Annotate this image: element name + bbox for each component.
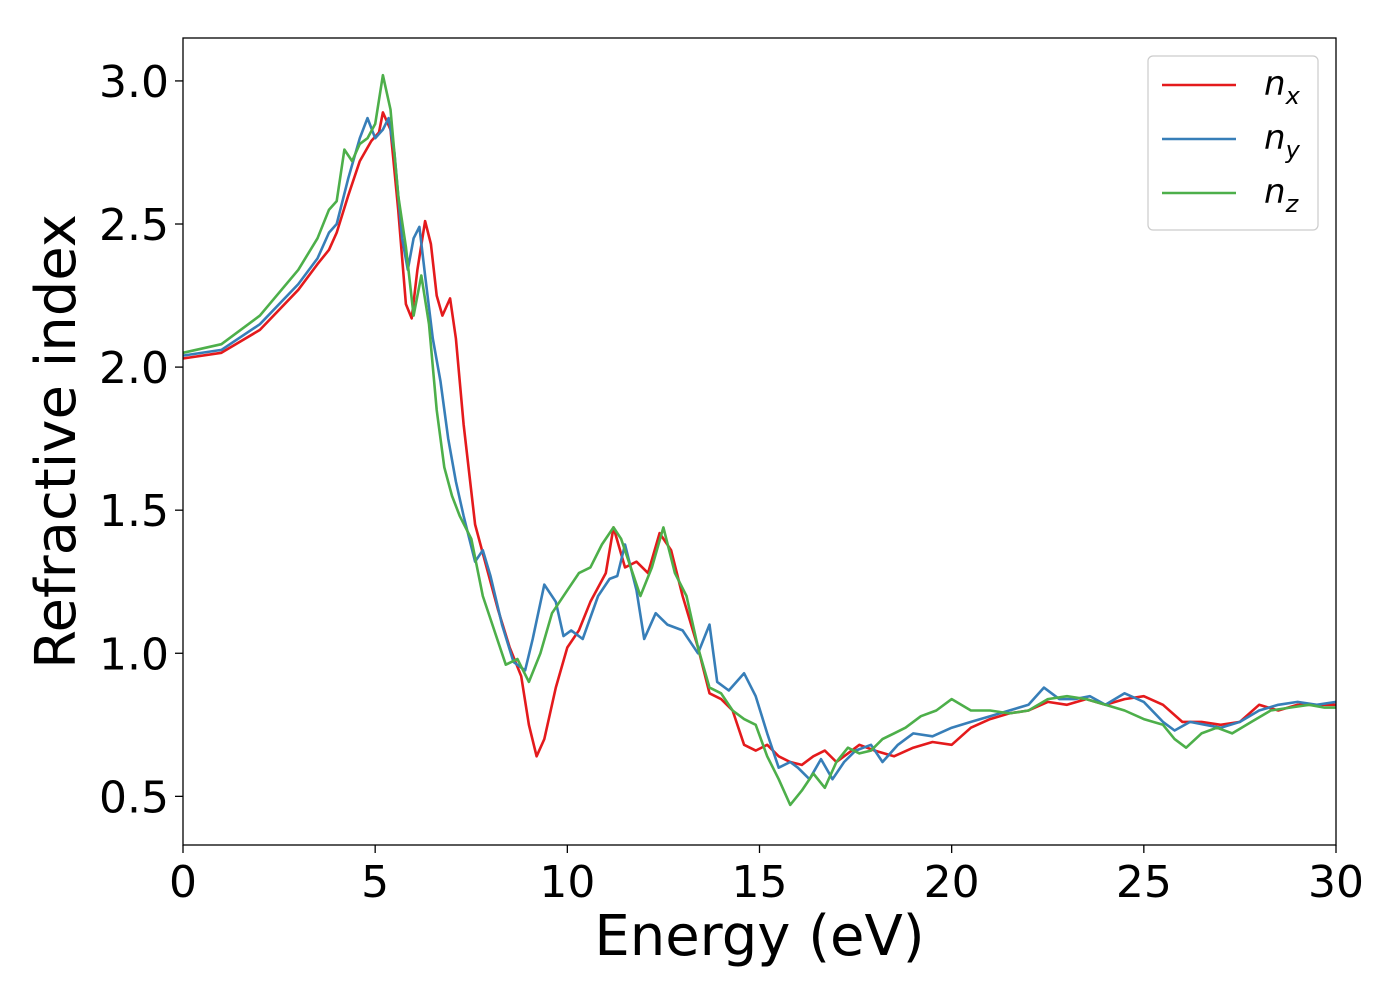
series-line-z <box>182 73 1336 807</box>
series-line-x <box>182 111 1336 767</box>
x-tick-label: 20 <box>924 857 980 908</box>
legend-label-x: nx <box>1264 64 1301 110</box>
y-axis-label: Refractive index <box>24 214 89 669</box>
y-tick-label: 1.0 <box>99 629 169 680</box>
y-tick-label: 2.0 <box>99 343 169 394</box>
legend-label-y: ny <box>1264 118 1301 164</box>
x-tick-label: 15 <box>732 857 788 908</box>
legend-label-z: nz <box>1264 172 1300 218</box>
x-axis-label: Energy (eV) <box>594 904 924 969</box>
legend-box <box>1147 55 1319 231</box>
x-tick-label: 10 <box>539 857 595 908</box>
y-tick-label: 1.5 <box>99 486 169 537</box>
x-axis: 0 5 10 15 20 25 30 <box>169 845 1364 908</box>
x-tick-label: 5 <box>361 857 389 908</box>
legend: nx ny nz <box>1147 55 1319 231</box>
x-tick-label: 0 <box>169 857 197 908</box>
x-tick-label: 30 <box>1308 857 1364 908</box>
y-tick-label: 2.5 <box>99 200 169 251</box>
y-axis: 0.5 1.0 1.5 2.0 2.5 3.0 <box>99 57 183 823</box>
x-tick-label: 25 <box>1116 857 1172 908</box>
y-tick-label: 0.5 <box>99 772 169 823</box>
y-tick-label: 3.0 <box>99 57 169 108</box>
series-layer <box>182 73 1337 807</box>
